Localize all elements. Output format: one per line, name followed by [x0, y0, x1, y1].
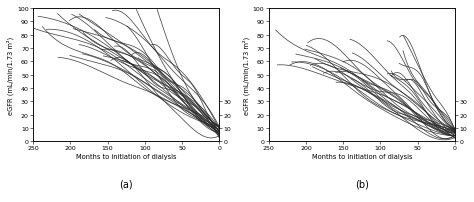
Y-axis label: eGFR (mL/min/1.73 m²): eGFR (mL/min/1.73 m²): [243, 36, 250, 114]
X-axis label: Months to initiation of dialysis: Months to initiation of dialysis: [76, 154, 176, 159]
Text: (b): (b): [355, 179, 369, 189]
Y-axis label: eGFR (mL/min/1.73 m²): eGFR (mL/min/1.73 m²): [7, 36, 14, 114]
Text: (a): (a): [119, 179, 133, 189]
X-axis label: Months to initiation of dialysis: Months to initiation of dialysis: [311, 154, 412, 159]
